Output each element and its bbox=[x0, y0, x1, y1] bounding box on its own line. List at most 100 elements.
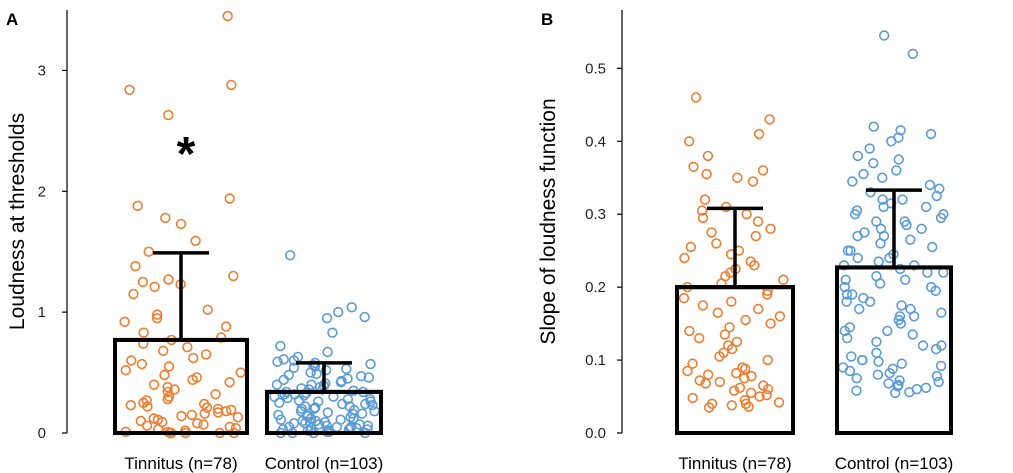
data-point bbox=[120, 365, 132, 376]
data-point bbox=[175, 218, 187, 230]
data-point bbox=[706, 227, 717, 238]
data-point bbox=[936, 307, 947, 318]
data-point bbox=[773, 397, 785, 408]
bar-outline bbox=[113, 337, 249, 435]
data-point bbox=[159, 369, 170, 381]
data-point bbox=[841, 296, 852, 307]
data-point bbox=[308, 403, 320, 414]
data-point bbox=[224, 193, 235, 204]
data-point bbox=[841, 333, 853, 344]
data-point bbox=[719, 329, 731, 340]
y-tick-label: 3 bbox=[38, 62, 46, 79]
data-point bbox=[894, 375, 905, 386]
data-point bbox=[935, 360, 947, 372]
data-point bbox=[930, 285, 941, 296]
data-point bbox=[187, 374, 198, 385]
data-point bbox=[119, 316, 130, 327]
y-tick-label: 0.4 bbox=[585, 133, 606, 150]
data-point bbox=[895, 318, 906, 329]
data-point bbox=[845, 245, 856, 256]
data-point bbox=[176, 410, 187, 422]
data-point bbox=[712, 307, 723, 318]
data-point bbox=[697, 300, 709, 311]
data-point bbox=[226, 404, 237, 416]
data-point bbox=[839, 325, 850, 337]
data-point bbox=[367, 400, 378, 411]
data-point bbox=[198, 419, 209, 430]
data-point bbox=[162, 381, 173, 393]
data-point bbox=[694, 375, 705, 386]
bar-outline bbox=[835, 265, 953, 436]
data-point bbox=[271, 379, 283, 390]
data-point bbox=[864, 296, 876, 307]
data-point bbox=[684, 325, 695, 337]
y-tick-label: 1 bbox=[38, 304, 46, 321]
category-label: Tinnitus (n=78) bbox=[124, 454, 237, 473]
data-point bbox=[726, 343, 738, 355]
data-point bbox=[188, 352, 199, 364]
data-point bbox=[278, 354, 289, 365]
data-point bbox=[335, 377, 347, 388]
data-point bbox=[745, 387, 757, 399]
data-point bbox=[765, 318, 776, 329]
data-point bbox=[130, 261, 141, 272]
data-point bbox=[925, 128, 937, 140]
data-point bbox=[321, 313, 333, 324]
data-point bbox=[327, 327, 338, 338]
data-point bbox=[732, 172, 743, 183]
data-point bbox=[278, 374, 289, 385]
panel-a-chart: A 0 1 2 3 Loudness at thresholds Tinnitus (n=7… bbox=[6, 10, 383, 473]
data-point bbox=[700, 378, 711, 389]
data-point bbox=[868, 121, 879, 132]
data-point bbox=[930, 343, 942, 355]
data-point bbox=[933, 376, 944, 388]
data-point bbox=[163, 274, 174, 285]
data-point bbox=[740, 398, 752, 409]
data-point bbox=[899, 274, 911, 285]
data-point bbox=[852, 150, 863, 162]
data-point bbox=[190, 235, 201, 247]
data-point bbox=[852, 230, 863, 242]
data-point bbox=[871, 216, 882, 227]
data-point bbox=[162, 386, 173, 398]
data-point bbox=[840, 274, 851, 285]
category-label: Control (n=103) bbox=[265, 454, 384, 473]
data-point bbox=[726, 400, 737, 411]
data-point bbox=[924, 179, 936, 191]
data-point bbox=[310, 402, 321, 413]
data-point bbox=[697, 212, 709, 224]
data-point bbox=[365, 358, 376, 370]
data-point bbox=[152, 309, 163, 320]
data-point bbox=[741, 209, 752, 220]
data-point bbox=[750, 230, 761, 242]
data-point bbox=[896, 300, 907, 311]
data-point bbox=[275, 340, 286, 352]
data-point bbox=[148, 413, 160, 424]
data-point bbox=[192, 418, 203, 429]
data-point bbox=[909, 260, 920, 271]
data-point bbox=[878, 30, 890, 41]
data-point bbox=[693, 333, 705, 344]
data-point bbox=[754, 391, 765, 402]
data-point bbox=[346, 302, 357, 313]
data-point bbox=[878, 201, 889, 213]
data-point bbox=[682, 365, 693, 377]
data-point bbox=[746, 370, 757, 382]
data-point bbox=[687, 392, 698, 404]
data-point bbox=[730, 368, 742, 379]
data-point bbox=[916, 223, 927, 235]
data-point bbox=[728, 385, 740, 396]
data-point bbox=[213, 407, 224, 418]
data-point bbox=[200, 349, 212, 360]
data-point bbox=[892, 381, 903, 392]
data-point bbox=[678, 292, 690, 304]
data-point bbox=[875, 238, 886, 249]
data-point bbox=[275, 414, 287, 425]
data-point bbox=[839, 281, 850, 293]
data-point bbox=[702, 150, 714, 162]
data-point bbox=[920, 201, 932, 213]
data-point bbox=[853, 303, 865, 315]
data-point bbox=[873, 256, 884, 267]
data-point bbox=[734, 382, 746, 393]
data-point bbox=[274, 397, 285, 408]
